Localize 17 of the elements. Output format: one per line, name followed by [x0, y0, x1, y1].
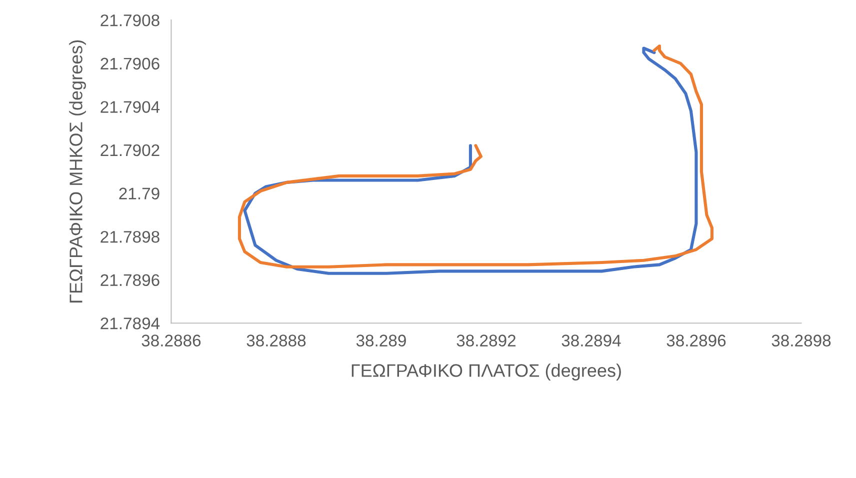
x-tick-label: 38.289 — [356, 334, 406, 346]
x-tick-label: 38.2894 — [562, 334, 621, 346]
y-tick-label: 21.7898 — [100, 230, 160, 243]
x-tick-label: 38.2892 — [456, 334, 516, 346]
y-tick-label: 21.7906 — [100, 58, 160, 70]
y-tick-label: 21.7896 — [100, 274, 160, 286]
y-tick-label: 21.7904 — [100, 101, 160, 113]
y-axis-title: ΓΕΩΓΡΑΦΙΚΟ ΜΗΚΟΣ (degrees) — [69, 40, 86, 302]
x-tick-label: 38.2896 — [666, 334, 726, 346]
x-tick-label: 38.2898 — [772, 334, 831, 346]
x-tick-label: 38.2888 — [246, 334, 306, 346]
y-tick-label: 21.7902 — [100, 144, 160, 156]
y-tick-label: 21.7908 — [100, 14, 160, 26]
y-tick-label: 21.7894 — [100, 318, 160, 330]
x-axis-title: ΓΕΩΓΡΑΦΙΚΟ ΠΛΑΤΟΣ (degrees) — [352, 364, 621, 380]
y-tick-label: 21.79 — [119, 188, 160, 200]
x-tick-label: 38.2886 — [142, 334, 201, 346]
